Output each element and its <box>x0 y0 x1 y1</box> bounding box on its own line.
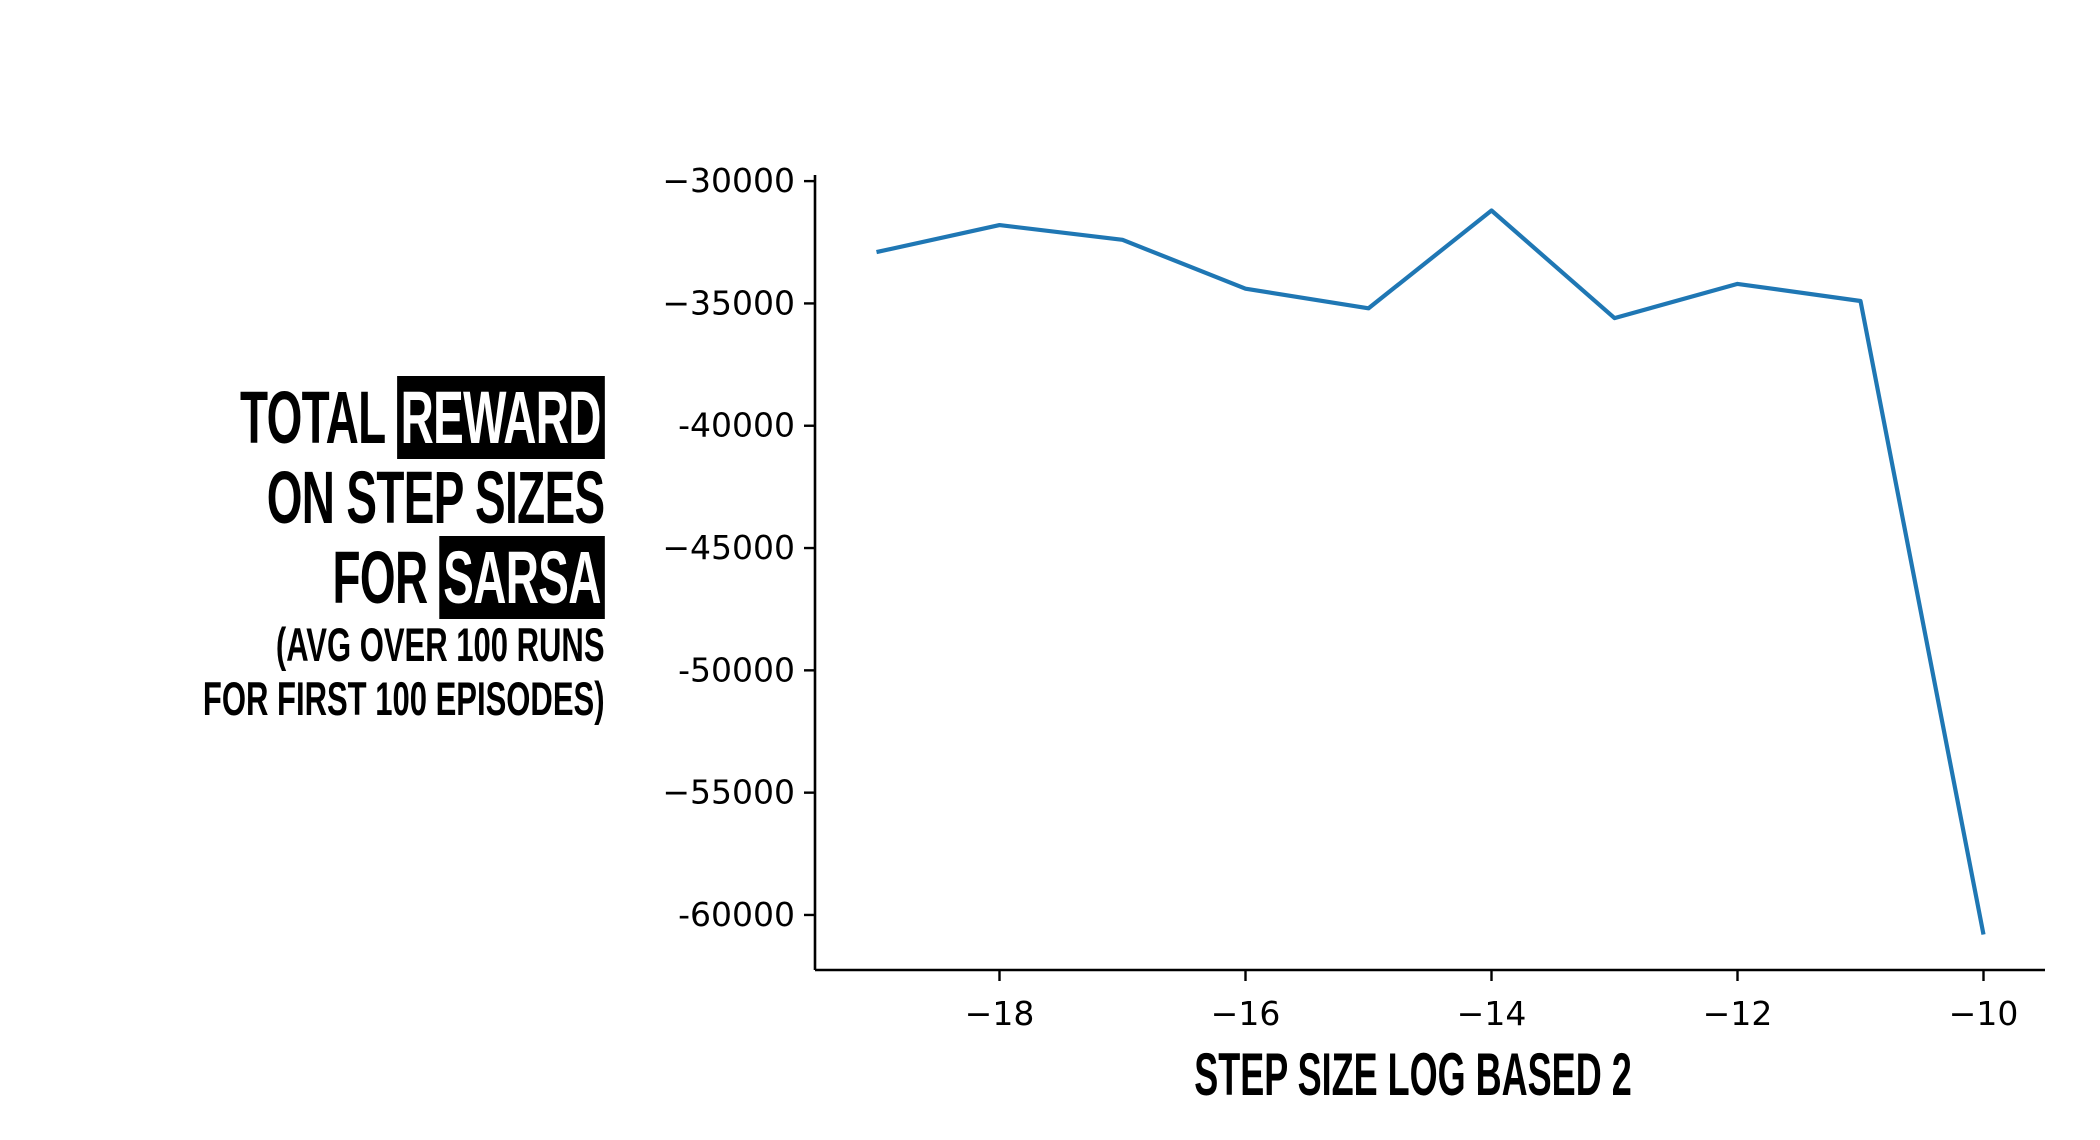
y-label-for: FOR <box>332 536 429 619</box>
y-label-line-5: FOR FIRST 100 EPISODES) <box>203 672 605 725</box>
y-label-line-3: FOR SARSA <box>228 536 605 619</box>
y-label-line-1: TOTAL REWARD <box>228 376 605 459</box>
y-axis-ticks: −30000 −35000 -40000 −45000 -50000 −55000 -600… <box>662 161 815 934</box>
y-label-line-4: (AVG OVER 100 RUNS <box>276 618 605 671</box>
x-tick-label: −10 <box>1949 994 2019 1033</box>
series-group <box>876 208 1986 935</box>
x-axis-label: STEP SIZE LOG BASED 2 <box>1194 1041 1632 1108</box>
x-tick-label: −12 <box>1703 994 1773 1033</box>
x-tick-label: −14 <box>1457 994 1527 1033</box>
series-line <box>876 208 1986 935</box>
y-axis-label: TOTAL REWARD ON STEP SIZES FOR SARSA (AV… <box>0 376 606 726</box>
y-label-reward-highlight: REWARD <box>397 376 605 459</box>
y-tick-label: −45000 <box>662 528 795 567</box>
y-tick-label: -60000 <box>678 895 795 934</box>
x-axis-ticks: −18 −16 −14 −12 −10 <box>965 970 2019 1033</box>
y-tick-label: −30000 <box>662 161 795 200</box>
y-tick-label: −35000 <box>662 283 795 322</box>
y-label-total: TOTAL <box>240 376 386 459</box>
y-label-sarsa-highlight: SARSA <box>440 536 605 619</box>
y-tick-label: -50000 <box>678 650 795 689</box>
x-tick-label: −16 <box>1211 994 1281 1033</box>
y-tick-label: −55000 <box>662 773 795 812</box>
y-tick-label: -40000 <box>678 406 795 445</box>
y-label-line-2: ON STEP SIZES <box>267 456 605 539</box>
x-tick-label: −18 <box>965 994 1035 1033</box>
